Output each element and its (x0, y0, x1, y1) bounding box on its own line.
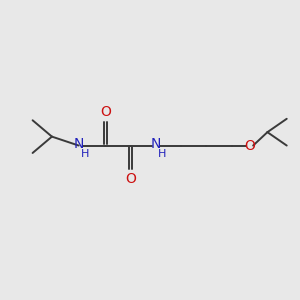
Text: H: H (81, 149, 89, 159)
Text: O: O (100, 105, 111, 119)
Text: N: N (74, 137, 84, 151)
Text: O: O (125, 172, 136, 186)
Text: O: O (244, 139, 255, 152)
Text: H: H (158, 149, 166, 159)
Text: N: N (151, 137, 161, 151)
